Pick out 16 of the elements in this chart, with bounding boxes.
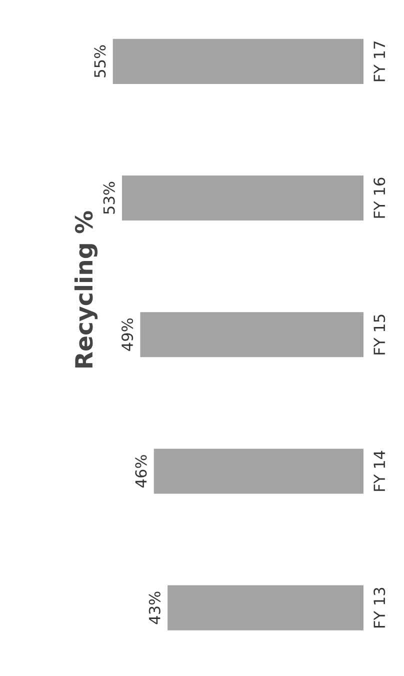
bar [140, 312, 364, 358]
y-tick-label: FY 15 [374, 314, 386, 354]
y-tick-label: FY 17 [374, 42, 385, 82]
data-label: 53% [103, 182, 115, 214]
data-label: 55% [94, 45, 106, 78]
bar [122, 175, 364, 221]
data-label: 46% [135, 455, 147, 488]
y-tick-label: FY 16 [374, 178, 386, 218]
bar [112, 38, 364, 84]
text: Recycling % [74, 211, 98, 368]
y-tick-label: FY 13 [374, 588, 386, 628]
y-tick-label: FY 14 [374, 450, 385, 491]
bar [154, 448, 364, 494]
data-label: 49% [122, 318, 134, 351]
data-label: 43% [148, 592, 160, 624]
bar [168, 585, 364, 630]
